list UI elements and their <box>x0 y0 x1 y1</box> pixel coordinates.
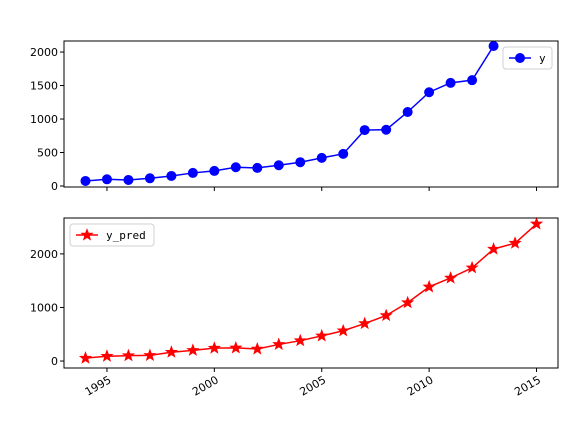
marker <box>250 342 264 355</box>
marker <box>467 75 478 86</box>
x-tick-label: 2015 <box>512 373 543 398</box>
marker <box>187 167 198 178</box>
marker <box>358 316 372 330</box>
y-tick-label: 1500 <box>30 80 58 93</box>
x-tick-label: 2000 <box>190 373 221 398</box>
marker <box>401 295 415 309</box>
marker <box>515 53 525 63</box>
axes-frame <box>63 40 559 188</box>
marker <box>488 41 499 52</box>
marker <box>164 345 178 358</box>
marker <box>272 337 286 351</box>
marker <box>336 323 350 337</box>
marker <box>422 279 436 293</box>
marker <box>252 162 263 173</box>
marker <box>230 162 241 173</box>
marker <box>465 260 479 274</box>
legend-label: y_pred <box>106 229 146 242</box>
line <box>85 45 495 182</box>
y-tick-label: 1000 <box>30 301 58 314</box>
marker <box>207 341 221 354</box>
x-tick-label: 2010 <box>405 373 436 398</box>
marker <box>338 148 349 159</box>
y-tick-label: 2000 <box>30 46 58 59</box>
marker <box>144 173 155 184</box>
y-tick-label: 2000 <box>30 248 58 261</box>
marker <box>486 242 501 255</box>
marker <box>80 228 94 241</box>
marker <box>143 348 157 362</box>
x-tick-label: 2005 <box>297 373 328 398</box>
marker <box>316 152 327 163</box>
marker <box>80 175 91 186</box>
marker <box>121 348 136 362</box>
marker <box>101 174 112 185</box>
legend-label: y <box>539 52 546 65</box>
x-tick-label: 1995 <box>83 373 114 398</box>
line <box>85 223 538 359</box>
y-tick-label: 0 <box>51 355 58 368</box>
marker <box>293 333 307 347</box>
marker <box>273 160 284 171</box>
marker <box>424 87 435 98</box>
marker <box>508 236 522 249</box>
marker <box>315 328 329 342</box>
axes-frame <box>63 217 559 369</box>
marker <box>229 340 243 354</box>
marker <box>529 216 544 230</box>
marker <box>209 165 220 176</box>
marker <box>445 77 456 88</box>
marker <box>295 157 306 168</box>
marker <box>381 124 392 135</box>
y-tick-label: 1000 <box>30 113 58 126</box>
marker <box>379 308 393 322</box>
y-tick-label: 500 <box>37 147 58 160</box>
marker <box>100 349 114 362</box>
marker <box>186 343 200 356</box>
marker <box>402 106 413 117</box>
marker <box>78 351 93 364</box>
marker <box>166 170 177 181</box>
marker <box>123 174 134 185</box>
marker <box>359 125 370 136</box>
marker <box>444 271 458 284</box>
y-tick-label: 0 <box>51 180 58 193</box>
